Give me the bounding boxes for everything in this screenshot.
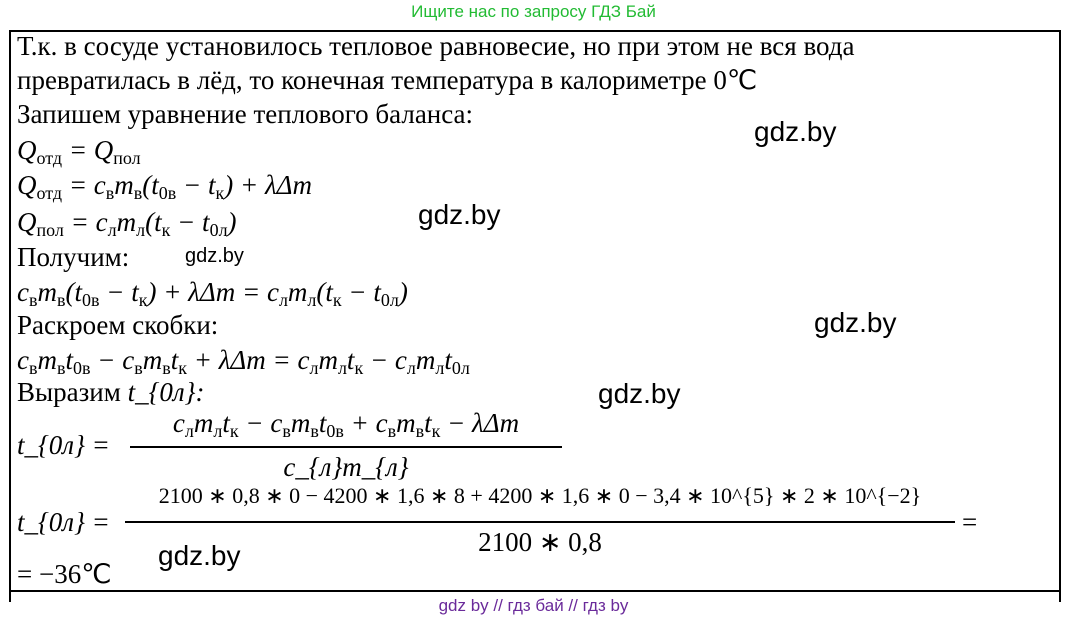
result: = −36℃ <box>17 559 112 589</box>
text-line: Выразим t_{0л}: <box>17 375 204 409</box>
footer-links: gdz by // гдз бай // гдз by <box>438 596 629 615</box>
header-banner: Ищите нас по запросу ГДЗ Бай <box>411 2 656 21</box>
text-line: Получим: <box>17 242 130 272</box>
equation: cвmв(t0в − tк) + λΔm = cлmл(tк − t0л) <box>17 277 408 310</box>
watermark: gdz.by <box>185 245 244 267</box>
watermark: gdz.by <box>418 199 501 230</box>
watermark: gdz.by <box>754 116 837 147</box>
solution-box <box>9 30 1061 592</box>
border-tick <box>9 592 11 602</box>
equation: Qотд = cвmв(t0в − tк) + λΔm <box>17 170 313 203</box>
equation: Qотд = Qпол <box>17 135 141 168</box>
equation: cвmвt0в − cвmвtк + λΔm = cлmлtк − cлmлt0… <box>17 345 470 378</box>
fraction-numerator: 2100 ∗ 0,8 ∗ 0 − 4200 ∗ 1,6 ∗ 8 + 4200 ∗… <box>158 483 922 508</box>
watermark: gdz.by <box>814 307 897 338</box>
fraction-denominator: 2100 ∗ 0,8 <box>478 527 602 557</box>
math: t_{0л}: <box>127 377 205 407</box>
border-tick <box>1059 592 1061 602</box>
equals-sign: = <box>962 507 978 537</box>
text-line: Запишем уравнение теплового баланса: <box>17 99 474 129</box>
fraction-lhs: t_{0л} = <box>17 430 110 460</box>
watermark: gdz.by <box>158 540 241 571</box>
fraction-bar <box>125 521 955 523</box>
text: Выразим <box>17 377 128 407</box>
fraction-bar <box>130 446 562 448</box>
watermark: gdz.by <box>598 378 681 409</box>
fraction-denominator: c_{л}m_{л} <box>283 452 409 482</box>
fraction-numerator: cлmлtк − cвmвt0в + cвmвtк − λΔm <box>172 408 520 441</box>
equation: Qпол = cлmл(tк − t0л) <box>17 207 237 240</box>
text-line: превратилась в лёд, то конечная температ… <box>17 65 758 95</box>
fraction-lhs: t_{0л} = <box>17 507 110 537</box>
text-line: Раскроем скобки: <box>17 310 219 340</box>
text-line: Т.к. в сосуде установилось тепловое равн… <box>17 31 855 61</box>
